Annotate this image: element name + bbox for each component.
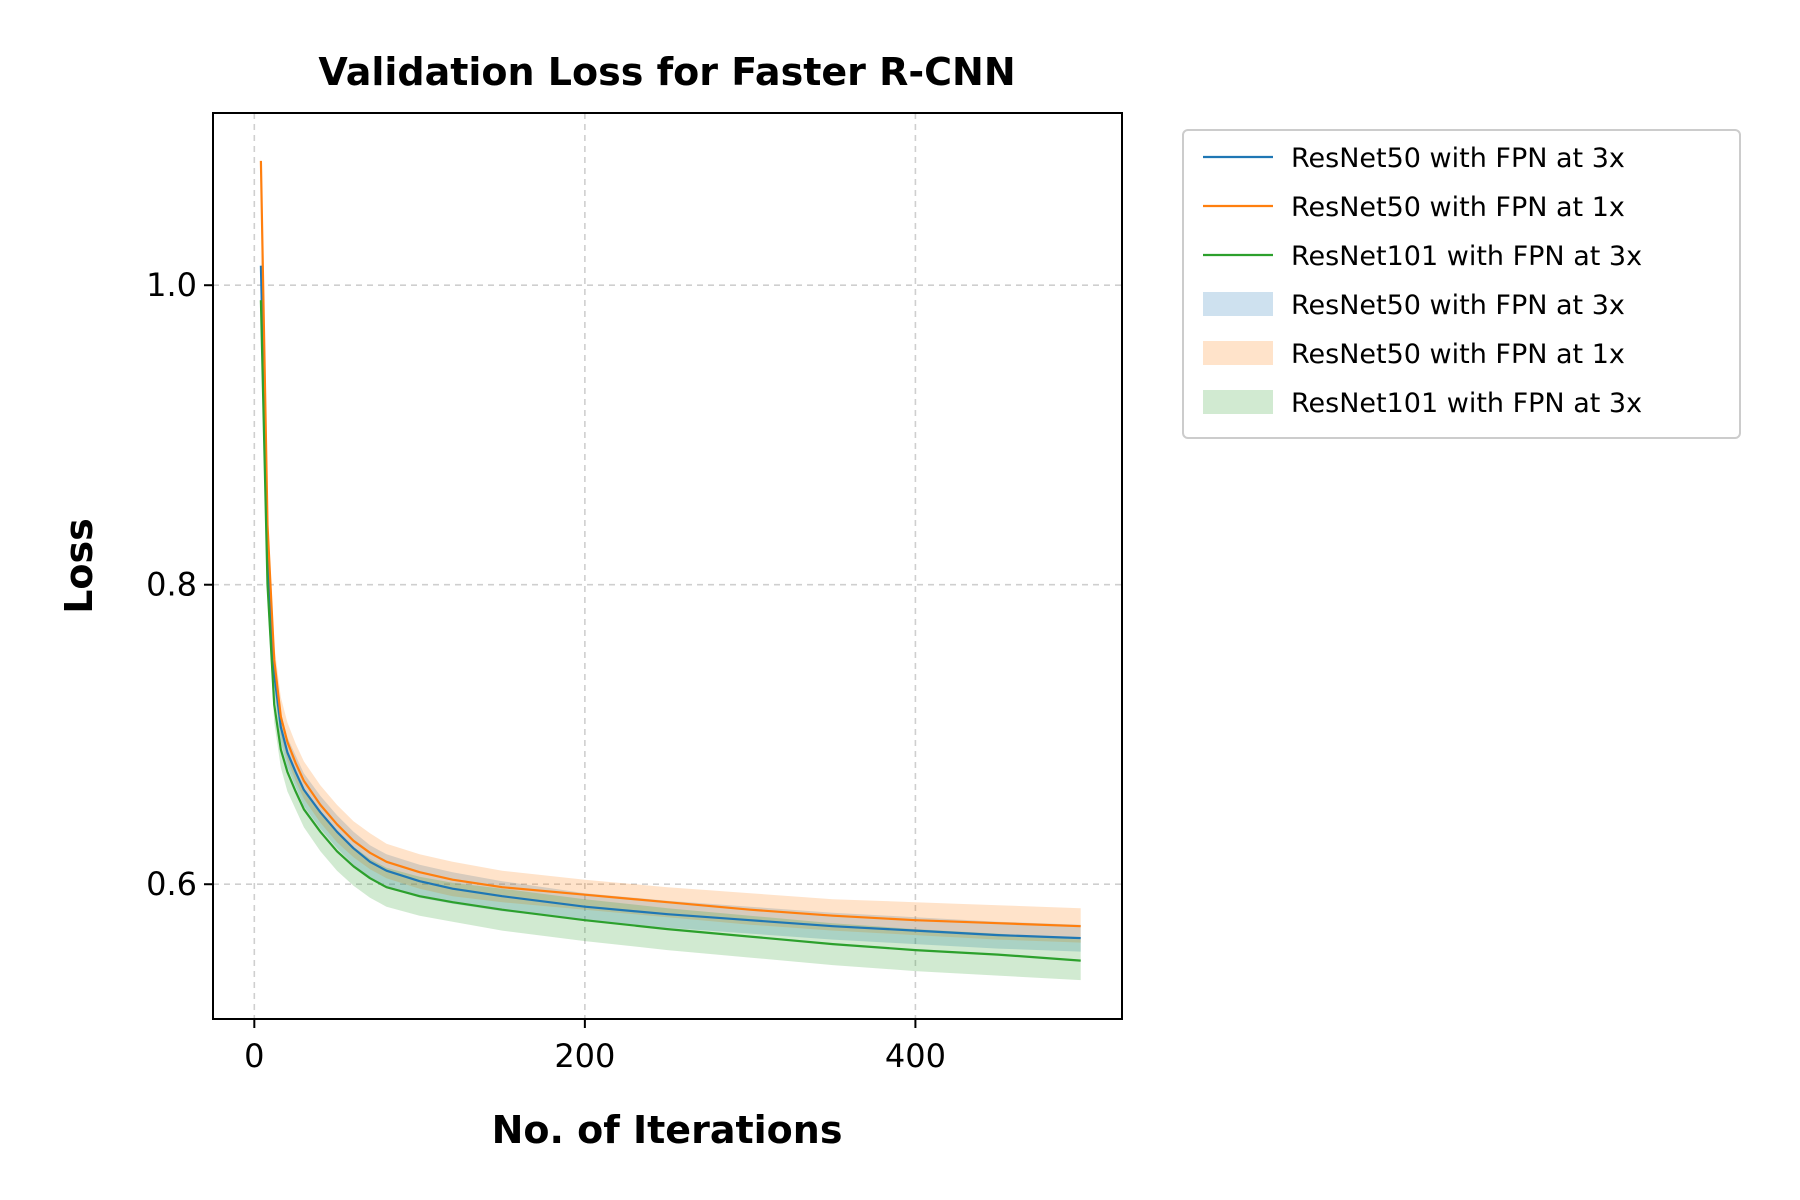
legend-frame [1182,129,1741,439]
x-tick-label: 0 [244,1037,264,1075]
series-lines [259,160,1081,962]
x-tick-label: 200 [554,1037,615,1075]
y-tick-label: 1.0 [146,266,197,304]
legend-label: ResNet101 with FPN at 3x [1291,388,1642,419]
series-line [259,300,1081,962]
grid [213,113,1122,1019]
legend-band-swatch [1203,390,1273,414]
legend-label: ResNet101 with FPN at 3x [1291,241,1642,272]
x-axis-label: No. of Iterations [492,1108,843,1152]
legend-label: ResNet50 with FPN at 1x [1291,192,1625,223]
chart-title: Validation Loss for Faster R-CNN [318,50,1015,94]
legend-label: ResNet50 with FPN at 3x [1291,143,1625,174]
legend-label: ResNet50 with FPN at 3x [1291,290,1625,321]
legend-band-swatch [1203,292,1273,316]
legend-label: ResNet50 with FPN at 1x [1291,339,1625,370]
series-line [259,160,1081,928]
axis-ticks: 0 200 400 0.6 0.8 1.0 [146,266,946,1075]
x-tick-label: 400 [885,1037,946,1075]
legend-band-swatch [1203,341,1273,365]
y-tick-label: 0.6 [146,865,197,903]
y-tick-label: 0.8 [146,566,197,604]
series-line [259,265,1081,940]
legend-items: ResNet50 with FPN at 3x ResNet50 with FPN… [1203,143,1642,419]
plot-frame [212,112,1123,1020]
y-axis-label: Loss [57,518,101,614]
legend: ResNet50 with FPN at 3x ResNet50 with FPN… [1182,129,1741,439]
